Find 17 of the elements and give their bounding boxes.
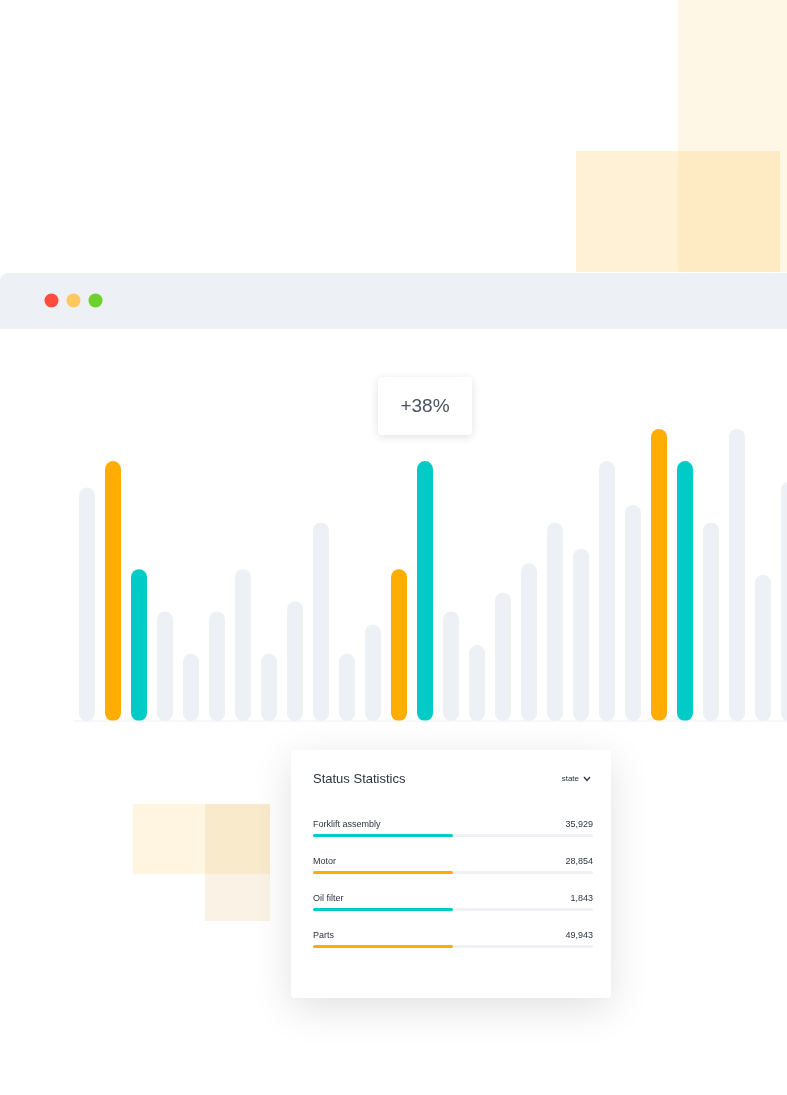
- bar: [677, 461, 693, 721]
- bar: [105, 461, 121, 721]
- category-label: Parts: [313, 930, 335, 940]
- text: 49,943: [565, 930, 593, 940]
- category-label: Motor: [313, 856, 337, 866]
- bar: [391, 569, 407, 721]
- text: +38%: [400, 395, 450, 418]
- bar: [651, 429, 667, 721]
- bar: [131, 569, 147, 721]
- category-label: Oil filter: [313, 893, 344, 903]
- text: 35,929: [565, 819, 593, 829]
- text: Status Statistics: [313, 771, 406, 786]
- text: 1,843: [570, 893, 593, 903]
- text: 28,854: [565, 856, 593, 866]
- category-label: Forklift assembly: [313, 819, 381, 829]
- text: state: [561, 774, 579, 783]
- bar: [417, 461, 433, 721]
